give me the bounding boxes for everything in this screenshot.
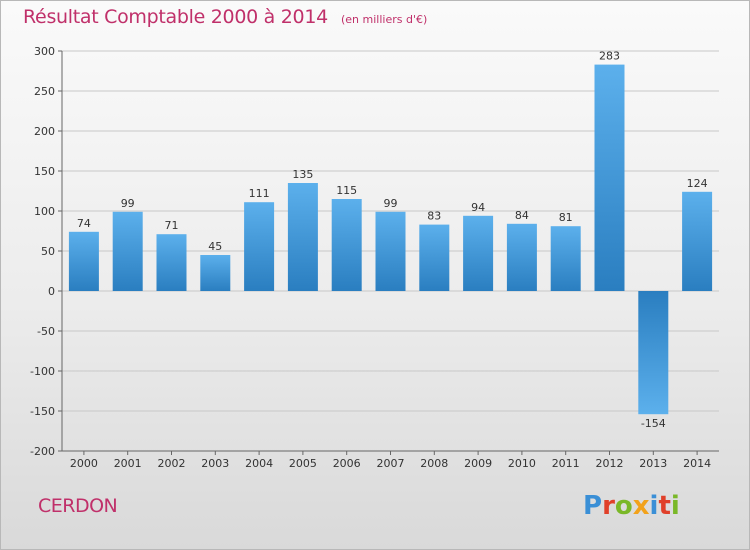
- title-row: Résultat Comptable 2000 à 2014 (en milli…: [23, 6, 427, 28]
- bar: [68, 231, 99, 291]
- logo-letter: i: [649, 491, 659, 521]
- x-tick-label: 2014: [683, 457, 711, 470]
- bar: [682, 191, 713, 291]
- bar: [594, 64, 625, 291]
- x-tick-label: 2007: [377, 457, 405, 470]
- labels: 74 99 71 45 111 135 115 99 83 94 84 81 283 -154 124: [77, 50, 708, 431]
- logo-letter: i: [670, 491, 680, 521]
- bar: [375, 211, 406, 291]
- bar: [506, 223, 537, 291]
- x-tick-label: 2010: [508, 457, 536, 470]
- y-tick-label: -150: [30, 405, 55, 418]
- y-tick-label: 100: [34, 205, 55, 218]
- data-label: 94: [471, 201, 485, 214]
- bar: [331, 199, 362, 291]
- chart-subtitle: (en milliers d'€): [340, 13, 428, 26]
- bar: [550, 226, 581, 291]
- data-label: 84: [515, 209, 529, 222]
- y-tick-label: 250: [34, 85, 55, 98]
- chart-title: Résultat Comptable 2000 à 2014: [23, 6, 328, 28]
- data-label: 111: [249, 187, 270, 200]
- logo-letter: P: [583, 491, 603, 521]
- x-tick-label: 2013: [639, 457, 667, 470]
- y-tick-label: -200: [30, 445, 55, 458]
- data-label: 283: [599, 50, 620, 63]
- x-tick-label: 2004: [245, 457, 273, 470]
- bar: [112, 211, 143, 291]
- x-tick-label: 2011: [552, 457, 580, 470]
- data-label: 99: [121, 197, 135, 210]
- proxiti-logo[interactable]: Proxiti: [583, 491, 680, 521]
- data-label: 74: [77, 217, 91, 230]
- x-tick-label: 2003: [201, 457, 229, 470]
- x-tick-label: 2001: [114, 457, 142, 470]
- y-tick-label: 50: [41, 245, 55, 258]
- x-tick-label: 2006: [333, 457, 361, 470]
- bar: [244, 202, 275, 291]
- x-tick-label: 2008: [420, 457, 448, 470]
- x-tick-label: 2009: [464, 457, 492, 470]
- logo-letter: r: [602, 491, 615, 521]
- data-label: 83: [427, 210, 441, 223]
- bar: [638, 291, 669, 415]
- data-label: 135: [292, 168, 313, 181]
- y-tick-label: 0: [48, 285, 55, 298]
- place-name: CERDON: [38, 495, 118, 517]
- data-label: 115: [336, 184, 357, 197]
- x-tick-label: 2000: [70, 457, 98, 470]
- logo-letter: t: [658, 491, 671, 521]
- data-label: -154: [641, 417, 666, 430]
- bar: [419, 224, 450, 291]
- bar: [463, 215, 494, 291]
- x-tick-label: 2002: [158, 457, 186, 470]
- bar: [200, 255, 231, 291]
- bars: [68, 64, 713, 415]
- data-label: 81: [559, 211, 573, 224]
- data-label: 124: [687, 177, 708, 190]
- axes: 300 250 200 150 100 50 0 -50 -100 -150 -200 2000 200…: [30, 45, 719, 470]
- bar: [287, 183, 318, 291]
- data-label: 45: [208, 240, 222, 253]
- y-tick-label: 200: [34, 125, 55, 138]
- bar: [156, 234, 187, 291]
- data-label: 71: [165, 219, 179, 232]
- x-tick-label: 2012: [596, 457, 624, 470]
- y-tick-label: 150: [34, 165, 55, 178]
- data-label: 99: [384, 197, 398, 210]
- logo-letter: x: [632, 491, 650, 521]
- x-tick-label: 2005: [289, 457, 317, 470]
- y-tick-label: -50: [37, 325, 55, 338]
- y-tick-label: -100: [30, 365, 55, 378]
- logo-letter: o: [614, 491, 633, 521]
- y-tick-label: 300: [34, 45, 55, 58]
